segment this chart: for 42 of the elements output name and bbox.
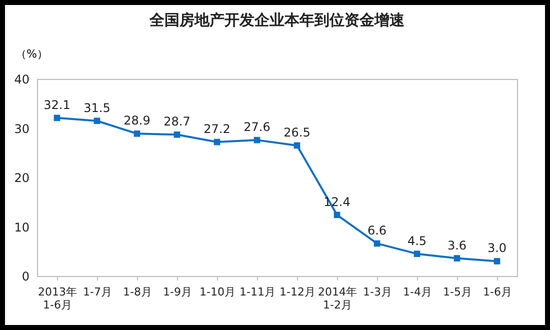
point (454, 255, 460, 262)
point (54, 114, 60, 122)
x-tick-label: 1-7月 (83, 286, 112, 298)
text: 32.1 (44, 98, 70, 112)
y-tick-label: 20 (14, 171, 30, 185)
x-tick-label: 1-4月 (403, 286, 432, 298)
text: 28.7 (164, 114, 190, 129)
y-axis-title: （%） (16, 48, 48, 60)
y-tick-label: 10 (14, 220, 30, 234)
x-tick-label: 1-8月 (123, 286, 152, 298)
point (214, 138, 220, 146)
y-tick-label: 0 (22, 270, 30, 284)
chart-title: 全国房地产开发企业本年到位资金增速 (148, 11, 406, 29)
text: 3.0 (487, 241, 507, 256)
x-tick-label: 1-9月 (163, 286, 192, 298)
text: 6.6 (367, 223, 387, 238)
point (94, 118, 100, 124)
x-tick-label: 1-6月 (483, 286, 512, 298)
x-tick-label: 1-5月 (443, 286, 472, 298)
text: 4.5 (407, 234, 427, 248)
x-tick-label: 2014年 1-2月 (318, 286, 357, 312)
point (174, 131, 180, 138)
point (374, 240, 380, 247)
point (134, 130, 140, 137)
y-tick-label: 30 (14, 122, 30, 136)
point (254, 136, 260, 144)
x-tick-label: 1-10月 (200, 286, 236, 298)
y-tick-label: 40 (14, 72, 30, 86)
x-tick-label: 1-12月 (280, 286, 316, 298)
x-tick-label: 2013年 1-6月 (38, 286, 77, 312)
point (334, 212, 340, 218)
text: 31.5 (84, 100, 110, 115)
text: 27.6 (244, 120, 270, 134)
text: 3.6 (447, 238, 467, 252)
text: 26.5 (284, 125, 310, 140)
point (294, 142, 300, 149)
text: 28.9 (124, 114, 150, 128)
x-tick-label: 1-11月 (240, 286, 276, 298)
x-tick-label: 1-3月 (363, 286, 392, 298)
point (414, 250, 420, 257)
point (494, 258, 500, 264)
text: 27.2 (204, 122, 230, 136)
